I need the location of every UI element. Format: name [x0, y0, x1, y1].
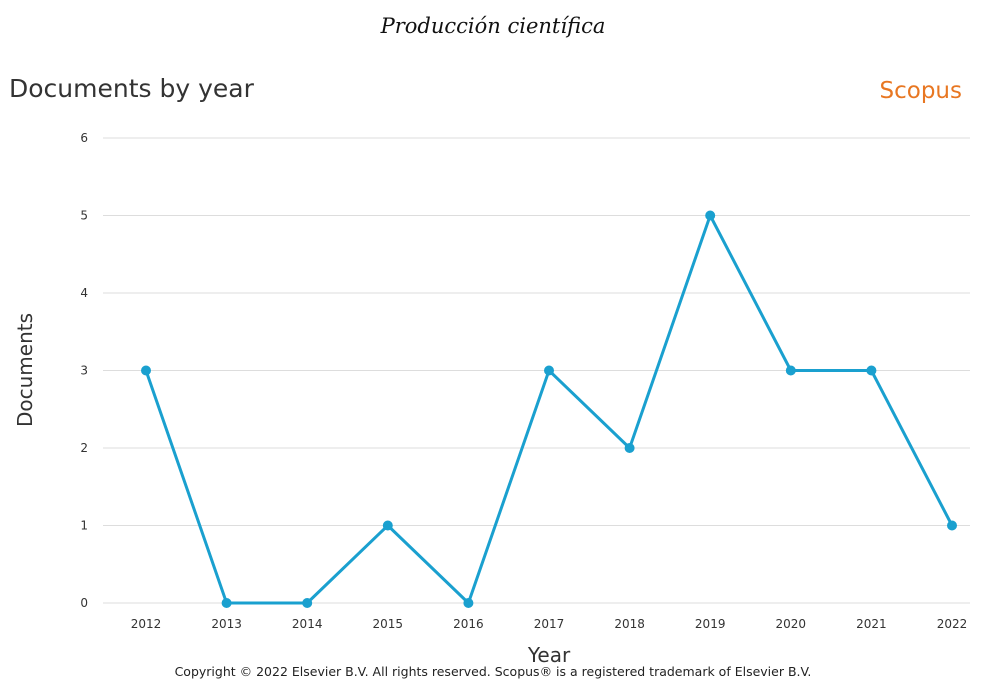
x-tick-labels: 2012 2013 2014 2015 2016 2017 2018 2019 2020 2021… [131, 617, 968, 631]
scopus-brand[interactable]: Scopus [879, 78, 962, 104]
y-tick-label: 5 [80, 209, 88, 223]
x-tick-label: 2020 [776, 617, 807, 631]
y-tick-label: 3 [80, 364, 88, 378]
data-point-2018[interactable] [624, 443, 635, 453]
x-tick-label: 2015 [373, 617, 404, 631]
x-tick-label: 2022 [937, 617, 968, 631]
x-tick-label: 2017 [534, 617, 565, 631]
data-point-2012[interactable] [141, 365, 151, 376]
y-tick-label: 0 [80, 596, 88, 610]
data-point-2016[interactable] [463, 598, 474, 608]
x-tick-label: 2013 [211, 617, 242, 631]
y-tick-label: 1 [80, 519, 88, 533]
chart-title: Documents by year [9, 74, 254, 103]
y-tick-label: 6 [80, 131, 88, 145]
y-axis-label: Documents [13, 313, 37, 427]
x-tick-label: 2021 [856, 617, 887, 631]
data-point-2022[interactable] [947, 520, 957, 531]
page-title: Producción científica [380, 14, 606, 38]
series-line [144, 214, 954, 605]
data-point-2020[interactable] [785, 365, 796, 376]
copyright-notice: Copyright © 2022 Elsevier B.V. All right… [174, 664, 812, 679]
x-tick-label: 2019 [695, 617, 726, 631]
data-point-2019[interactable] [705, 210, 716, 221]
y-tick-label: 2 [80, 441, 88, 455]
y-tick-label: 4 [80, 286, 88, 300]
x-tick-label: 2012 [131, 617, 162, 631]
data-point-2021[interactable] [866, 365, 877, 376]
data-point-2015[interactable] [382, 520, 393, 531]
y-tick-labels: 0 1 2 3 4 5 6 [80, 131, 88, 610]
x-tick-label: 2016 [453, 617, 484, 631]
x-tick-label: 2018 [614, 617, 645, 631]
data-point-2013[interactable] [221, 598, 232, 608]
x-axis-label: Year [527, 643, 571, 667]
data-points [141, 210, 957, 608]
data-point-2017[interactable] [544, 365, 554, 376]
x-tick-label: 2014 [292, 617, 323, 631]
series-line-0 [144, 214, 954, 605]
data-point-2014[interactable] [302, 598, 313, 608]
